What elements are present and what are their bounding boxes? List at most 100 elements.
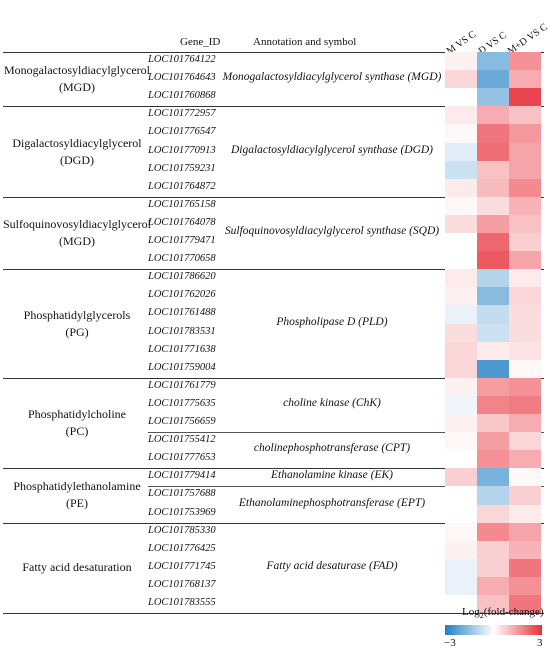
heatmap-cell <box>477 576 509 596</box>
category-label-line: Fatty acid desaturation <box>22 560 132 575</box>
gene-id: LOC101777653 <box>148 452 216 464</box>
heatmap-cell <box>445 450 477 469</box>
heatmap-cell <box>477 251 509 270</box>
heatmap-cell <box>445 504 477 524</box>
heatmap-cell <box>509 124 541 143</box>
heatmap-cell <box>445 287 477 306</box>
gene-id: LOC101764122 <box>148 54 216 65</box>
gene-id-header: Gene_ID <box>180 36 221 48</box>
category-label-line: Phosphatidylcholine <box>28 407 126 422</box>
enzyme-annotation: Phospholipase D (PLD) <box>276 315 388 328</box>
heatmap-cell <box>477 486 509 505</box>
category-label-line: (DGD) <box>60 152 94 167</box>
enzyme-divider <box>148 486 544 488</box>
heatmap-cell <box>477 160 509 180</box>
heatmap-cell <box>509 377 541 397</box>
heatmap-cell <box>509 522 541 542</box>
heatmap-cell <box>445 341 477 361</box>
heatmap-cell <box>509 305 541 324</box>
heatmap-cell <box>477 414 509 433</box>
heatmap-cell <box>477 595 509 614</box>
heatmap-cell <box>509 70 541 89</box>
gene-id: LOC101765158 <box>148 198 216 210</box>
heatmap-cell <box>477 522 509 542</box>
heatmap-cell <box>445 196 477 216</box>
heatmap-cell <box>445 52 477 71</box>
category-label: Monogalactosyldiacylglycerol (MGD) <box>3 62 151 96</box>
heatmap-cell <box>509 558 541 578</box>
gene-id: LOC101755412 <box>148 434 216 446</box>
heatmap-cell <box>477 124 509 143</box>
heatmap-cell <box>477 88 509 107</box>
heatmap-cell <box>477 450 509 469</box>
heatmap-cell <box>509 251 541 270</box>
enzyme-divider <box>148 432 544 434</box>
heatmap-cell <box>477 359 509 379</box>
legend-colorbar <box>445 625 542 635</box>
enzyme-annotation: choline kinase (ChK) <box>283 396 381 409</box>
top-rule <box>3 52 544 53</box>
heatmap-cell <box>445 160 477 180</box>
heatmap-cell <box>445 540 477 560</box>
gene-id: LOC101756659 <box>148 416 216 427</box>
gene-id: LOC101768137 <box>148 578 216 590</box>
heatmap-cell <box>445 432 477 451</box>
category-label: Phosphatidylethanolamine (PE) <box>3 478 151 512</box>
heatmap-cell <box>445 486 477 505</box>
heatmap-cell <box>509 450 541 469</box>
heatmap-cell <box>509 160 541 180</box>
gene-id: LOC101771638 <box>148 343 216 355</box>
heatmap-cell <box>445 269 477 288</box>
heatmap-cell <box>477 558 509 578</box>
group-divider <box>3 522 544 524</box>
heatmap-cell <box>445 395 477 415</box>
heatmap-cell <box>445 233 477 252</box>
annotation-header: Annotation and symbol <box>253 36 357 48</box>
gene-id: LOC101764872 <box>148 180 216 192</box>
gene-id: LOC101760868 <box>148 90 216 102</box>
gene-id: LOC101785330 <box>148 524 216 536</box>
gene-id: LOC101753969 <box>148 506 216 518</box>
category-label-line: (MGD) <box>59 80 95 95</box>
heatmap-cell <box>477 341 509 361</box>
gene-id: LOC101779471 <box>148 235 216 246</box>
heatmap-cell <box>509 468 541 487</box>
heatmap-cell <box>477 504 509 524</box>
gene-id: LOC101762026 <box>148 289 216 301</box>
heatmap-cell <box>477 233 509 252</box>
legend-title: Log2(fold-change) <box>462 606 544 621</box>
gene-id: LOC101776547 <box>148 126 216 138</box>
heatmap-cell <box>477 468 509 487</box>
gene-id: LOC101772957 <box>148 108 216 120</box>
gene-id: LOC101764643 <box>148 72 216 84</box>
heatmap-cell <box>509 486 541 505</box>
heatmap-cell <box>445 142 477 162</box>
category-label-line: Sulfoquinovosyldiacylglycerol <box>3 217 151 231</box>
heatmap-cell <box>509 214 541 234</box>
enzyme-annotation: Monogalactosyldiacylglycerol synthase (M… <box>222 71 442 84</box>
heatmap-cell <box>509 341 541 361</box>
heatmap-cell <box>445 214 477 234</box>
heatmap-cell <box>509 323 541 343</box>
heatmap-cell <box>477 540 509 560</box>
category-label: Phosphatidylcholine (PC) <box>3 406 151 440</box>
category-label: Digalactosyldiacylglycerol (DGD) <box>3 135 151 169</box>
heatmap-cell <box>509 88 541 107</box>
heatmap-cell <box>477 178 509 198</box>
heatmap-cell <box>509 269 541 288</box>
gene-id: LOC101783531 <box>148 325 216 337</box>
category-label-line: Digalactosyldiacylglycerol <box>12 135 142 150</box>
gene-id: LOC101757688 <box>148 488 216 500</box>
heatmap-cell <box>445 124 477 143</box>
heatmap-cell <box>445 595 477 614</box>
heatmap-cell <box>445 558 477 578</box>
heatmap-cell <box>445 323 477 343</box>
group-divider <box>3 613 544 615</box>
heatmap-cell <box>445 359 477 379</box>
category-label: Sulfoquinovosyldiacylglycerol (MGD) <box>3 216 151 250</box>
gene-id: LOC101770913 <box>148 144 216 156</box>
heatmap-cell <box>509 395 541 415</box>
heatmap-cell <box>477 70 509 89</box>
heatmap-cell <box>477 287 509 306</box>
